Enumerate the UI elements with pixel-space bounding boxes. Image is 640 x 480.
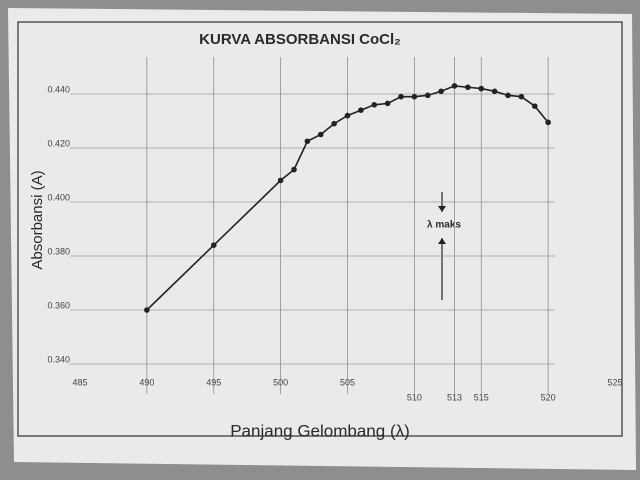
data-point [424,92,431,99]
data-point [531,103,538,109]
x-tick-label: 500 [273,377,288,387]
data-point [451,83,458,89]
data-point [291,166,297,173]
data-point [465,84,471,91]
y-tick-label: 0.440 [47,84,70,94]
data-point [491,88,498,95]
x-tick-label: 485 [72,377,87,387]
arrow-head [438,238,446,244]
data-point [478,85,485,92]
x-tick-label: 510 [407,392,422,402]
data-point [331,120,337,127]
data-point [304,138,311,145]
y-tick-label: 0.340 [47,354,70,364]
y-axis-label: Absorbansi (A) [29,170,46,269]
x-tick-label: 525 [607,377,622,387]
data-point [144,307,150,313]
data-point [384,100,391,107]
x-tick-label: 495 [206,377,221,387]
data-point [398,93,404,100]
data-point [518,93,525,100]
chart-frame [17,21,623,437]
x-tick-label: 505 [340,377,355,387]
x-tick-label: 490 [139,377,154,387]
data-point [317,131,324,138]
y-tick-label: 0.360 [47,300,70,310]
arrow-head [438,206,446,212]
paper [8,8,636,470]
y-tick-label: 0.420 [47,138,70,148]
data-point [438,88,444,95]
data-point [505,92,511,99]
x-tick-label: 515 [474,392,489,402]
x-tick-label: 520 [541,392,556,402]
data-point [358,107,364,113]
y-tick-label: 0.400 [47,192,70,202]
x-axis-label: Panjang Gelombang (λ) [230,421,410,440]
annotation: λ maks [427,220,461,231]
x-tick-label: 513 [447,392,462,402]
data-point [344,112,351,119]
y-tick-label: 0.380 [47,246,70,256]
data-point [277,177,284,184]
data-point [411,93,418,100]
chart-title: KURVA ABSORBANSI CoCl₂ [199,31,401,48]
data-point [210,242,217,248]
data-point [545,119,551,126]
data-point [371,102,378,108]
